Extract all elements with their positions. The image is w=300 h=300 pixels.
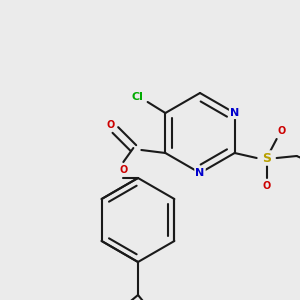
Text: Cl: Cl xyxy=(132,92,144,102)
Text: O: O xyxy=(262,181,271,191)
Text: O: O xyxy=(106,120,115,130)
Text: S: S xyxy=(262,152,271,164)
Text: N: N xyxy=(230,108,239,118)
Text: O: O xyxy=(278,126,286,136)
Text: N: N xyxy=(195,168,205,178)
Text: O: O xyxy=(119,165,128,175)
